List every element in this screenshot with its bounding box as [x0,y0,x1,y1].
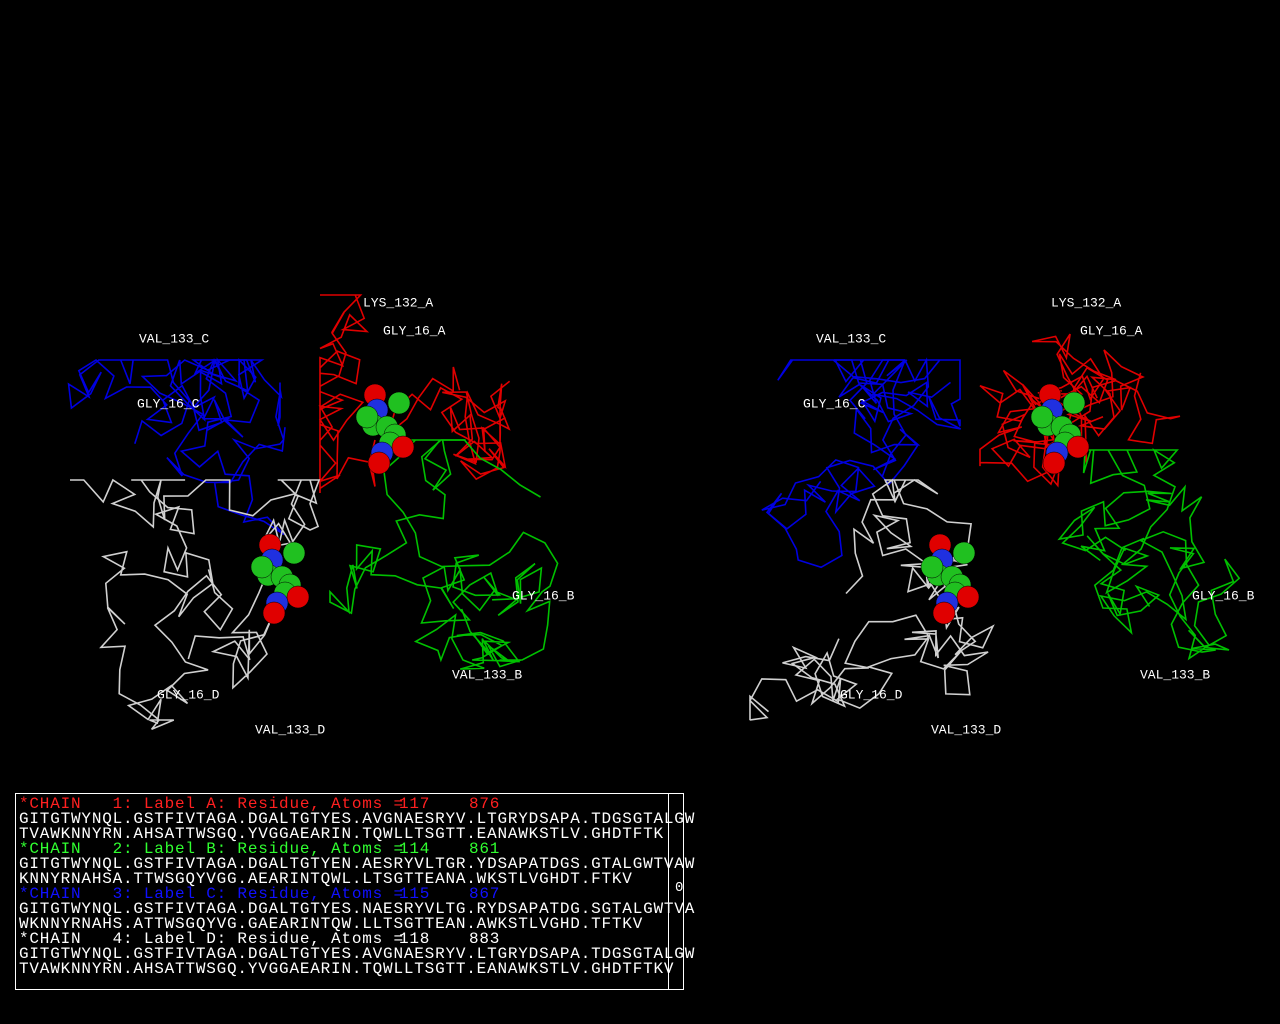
chain-title: *CHAIN 3: Label C: Residue, Atoms = [19,885,404,903]
backbone-trace [140,358,286,536]
backbone-trace [1057,447,1179,617]
residue-label: GLY_16_B [512,588,575,603]
sequence-line: GITGTWYNQL.GSTFIVTAGA.DGALTGTYES.AVGNAES… [19,810,696,828]
chain-header: *CHAIN 4: Label D: Residue, Atoms = 118 88… [19,930,659,948]
backbone-trace [845,478,995,656]
ligand-atom [1042,451,1066,475]
residue-label: GLY_16_C [137,396,200,411]
ligand-atom [920,555,944,579]
sequence-line: TVAWKNNYRN.AHSATTWSGQ.YVGGAEARIN.TQWLLTS… [19,960,675,978]
residue-label: GLY_16_A [383,323,446,338]
residue-label: GLY_16_A [1080,323,1143,338]
atom-count: 867 [469,885,501,903]
backbone-trace [990,333,1117,468]
residue-label: VAL_133_B [1140,667,1210,682]
backbone-trace [317,294,376,493]
sequence-line: GITGTWYNQL.GSTFIVTAGA.DGALTGTYEN.AESRYVL… [19,855,696,873]
sequence-line: TVAWKNNYRN.AHSATTWSGQ.YVGGAEARIN.TQWLLTS… [19,825,664,843]
residue-count: 115 [399,885,431,903]
ligand-atom [1062,391,1086,415]
ligand-atom [355,405,379,429]
residue-label: GLY_16_C [803,396,866,411]
backbone-trace [979,349,1181,488]
sequence-line: GITGTWYNQL.GSTFIVTAGA.DGALTGTYES.AVGNAES… [19,945,696,963]
ligand-atom [1030,405,1054,429]
backbone-trace [329,439,543,624]
residue-count: 114 [399,840,431,858]
sequence-line: GITGTWYNQL.GSTFIVTAGA.DGALTGTYES.NAESRYV… [19,900,696,918]
residue-label: LYS_132_A [1051,295,1121,310]
sequence-panel: 0 *CHAIN 1: Label A: Residue, Atoms = 117… [15,793,694,990]
residue-label: VAL_133_B [452,667,522,682]
sequence-line: KNNYRNAHSA.TTWSGQYVGG.AEARINTQWL.LTSGTTE… [19,870,633,888]
ligand-atom [956,585,980,609]
residue-label: GLY_16_D [840,687,903,702]
residue-label: GLY_16_B [1192,588,1255,603]
residue-label: VAL_133_D [255,722,325,737]
backbone-trace [1080,484,1241,661]
backbone-trace [749,614,989,721]
residue-label: VAL_133_D [931,722,1001,737]
ligand-atom [250,555,274,579]
backbone-trace [761,357,930,569]
chain-title: *CHAIN 2: Label B: Residue, Atoms = [19,840,404,858]
ligand-atom [1066,435,1090,459]
ligand-atom [932,601,956,625]
ligand-atom [262,601,286,625]
atom-count: 876 [469,795,501,813]
scroll-value: 0 [675,880,684,896]
ligand-atom [282,541,306,565]
residue-label: VAL_133_C [139,331,209,346]
backbone-trace [70,478,321,690]
atom-count: 861 [469,840,501,858]
chain-title: *CHAIN 1: Label A: Residue, Atoms = [19,795,404,813]
structure-view: LYS_132_A GLY_16_A VAL_133_C GLY_16_C GLY_16… [67,294,1255,737]
chain-header: *CHAIN 3: Label C: Residue, Atoms = 115 86… [19,885,659,903]
residue-label: LYS_132_A [363,295,433,310]
backbone-trace [99,479,234,730]
ligand-atom [286,585,310,609]
residue-label: GLY_16_D [157,687,220,702]
chain-title: *CHAIN 4: Label D: Residue, Atoms = [19,930,404,948]
sequence-line: WKNNYRNAHS.ATTWSGQYVG.GAEARINTQW.LLTSGTT… [19,915,644,933]
residue-count: 117 [399,795,431,813]
atom-count: 883 [469,930,501,948]
ligand-atom [387,391,411,415]
backbone-trace [386,366,511,481]
residue-label: VAL_133_C [816,331,886,346]
chain-header: *CHAIN 2: Label B: Residue, Atoms = 114 86… [19,840,659,858]
residue-count: 118 [399,930,431,948]
backbone-trace [383,439,559,670]
backbone-trace [777,359,962,477]
ligand-atom [367,451,391,475]
ligand-atom [952,541,976,565]
ligand-atom [391,435,415,459]
chain-header: *CHAIN 1: Label A: Residue, Atoms = 117 87… [19,795,659,813]
panel-divider [668,794,669,989]
